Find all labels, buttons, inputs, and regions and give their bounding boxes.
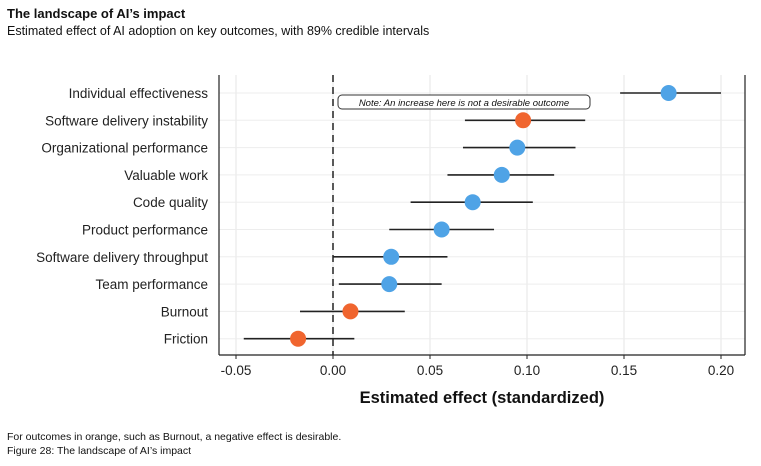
point-estimate xyxy=(515,112,532,129)
x-tick-label: 0.10 xyxy=(514,363,540,378)
x-tick-label: 0.15 xyxy=(611,363,637,378)
chart-title: The landscape of AI’s impact xyxy=(7,6,186,21)
footnote: For outcomes in orange, such as Burnout,… xyxy=(7,431,342,443)
annotation-text: Note: An increase here is not a desirabl… xyxy=(359,98,569,109)
y-tick-label: Software delivery throughput xyxy=(36,250,208,265)
y-tick-label: Organizational performance xyxy=(41,141,208,156)
y-tick-label: Team performance xyxy=(95,277,208,292)
x-tick-label: 0.20 xyxy=(708,363,734,378)
x-tick-label: 0.00 xyxy=(320,363,346,378)
y-tick-label: Product performance xyxy=(82,223,208,238)
point-estimate xyxy=(342,303,359,320)
x-tick-label: -0.05 xyxy=(221,363,252,378)
x-tick-label: 0.05 xyxy=(417,363,443,378)
point-estimate xyxy=(383,248,400,265)
point-estimate xyxy=(464,194,481,211)
annotation-box xyxy=(337,94,591,110)
point-estimate xyxy=(290,330,307,347)
figure-caption: Figure 28: The landscape of AI’s impact xyxy=(7,445,192,457)
y-tick-label: Software delivery instability xyxy=(45,113,208,128)
x-axis-label: Estimated effect (standardized) xyxy=(360,389,605,407)
y-tick-label: Valuable work xyxy=(124,168,208,183)
y-tick-label: Friction xyxy=(164,332,208,347)
point-estimate xyxy=(493,166,510,183)
point-estimate xyxy=(509,139,526,156)
chart-subtitle: Estimated effect of AI adoption on key o… xyxy=(7,24,430,38)
point-estimate xyxy=(381,276,398,293)
point-estimate xyxy=(660,85,677,101)
forest-plot: -0.05 0.00 0.05 0.10 0.15 0.20 Estimated effec… xyxy=(36,75,746,407)
y-tick-label: Individual effectiveness xyxy=(69,86,209,101)
y-tick-label: Burnout xyxy=(161,304,209,319)
point-estimate xyxy=(433,221,450,238)
y-tick-label: Code quality xyxy=(133,195,208,210)
